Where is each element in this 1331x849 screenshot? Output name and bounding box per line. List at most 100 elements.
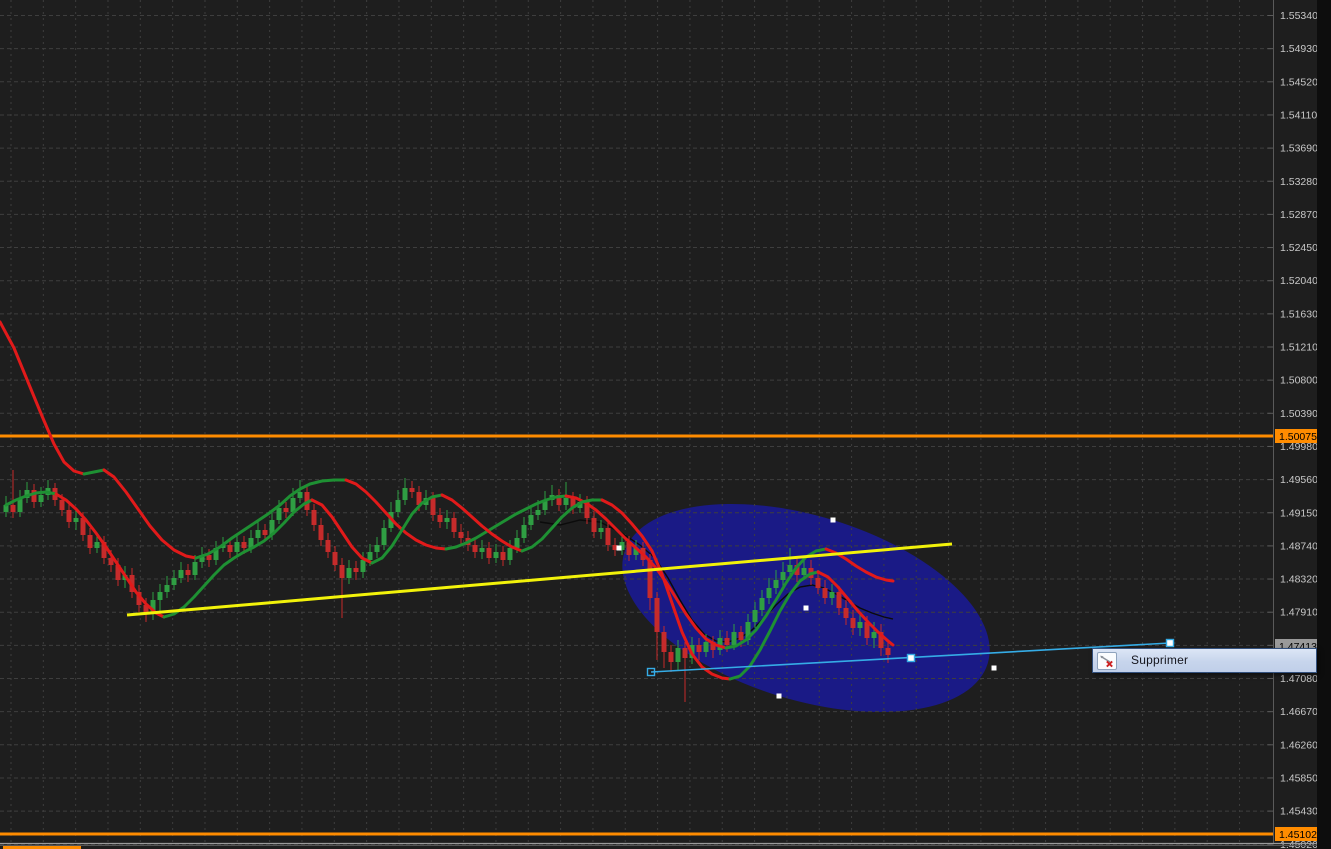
candle — [150, 592, 156, 620]
axis-price-label: 1.52450 — [1280, 242, 1318, 254]
candle — [780, 562, 786, 586]
ellipse-anchor-handle[interactable] — [803, 605, 809, 611]
candle — [38, 487, 44, 507]
candle — [493, 544, 499, 563]
workspace-edge-strip — [1317, 0, 1331, 849]
candle — [395, 490, 401, 517]
candle — [717, 630, 723, 655]
fast-ma-line — [4, 490, 895, 681]
candle — [94, 534, 100, 553]
axis-price-label: 1.45430 — [1280, 806, 1318, 818]
candle — [486, 542, 492, 564]
candle — [136, 585, 142, 612]
candle — [87, 528, 93, 554]
candle — [311, 504, 317, 531]
trendline-anchor-handle[interactable] — [646, 667, 656, 677]
candle — [10, 470, 16, 518]
candle — [381, 520, 387, 550]
candle — [661, 626, 667, 668]
menu-item-label: Supprimer — [1131, 653, 1189, 667]
yellow-trendline[interactable] — [126, 542, 953, 617]
candle — [283, 502, 289, 518]
axis-price-label: 1.53690 — [1280, 143, 1318, 155]
cyan-trendline[interactable] — [646, 638, 1175, 677]
candle — [766, 578, 772, 604]
candle — [409, 481, 415, 498]
axis-price-label: 1.49560 — [1280, 474, 1318, 486]
candle — [759, 590, 765, 616]
candle — [3, 496, 9, 517]
axis-price-label: 1.47080 — [1280, 673, 1318, 685]
axis-price-label: 1.49980 — [1280, 441, 1318, 453]
trendline-anchor-handle[interactable] — [1165, 638, 1175, 648]
candle — [752, 602, 758, 628]
candle — [346, 560, 352, 584]
context-menu: Supprimer — [1092, 648, 1317, 673]
svg-text:1.50075: 1.50075 — [1279, 431, 1317, 443]
axis-price-label: 1.54930 — [1280, 43, 1318, 55]
axis-price-label: 1.46670 — [1280, 706, 1318, 718]
chart-grid — [0, 0, 1274, 845]
candle — [696, 638, 702, 660]
ellipse-anchor-handle[interactable] — [616, 545, 622, 551]
ellipse-anchor-handle[interactable] — [991, 665, 997, 671]
candle — [787, 548, 793, 578]
axis-price-label: 1.47910 — [1280, 607, 1318, 619]
candle — [24, 482, 30, 503]
axis-price-label: 1.55340 — [1280, 10, 1318, 22]
candle — [479, 540, 485, 559]
candle — [591, 511, 597, 538]
candle — [570, 492, 576, 514]
ellipse-anchor-handle[interactable] — [830, 517, 836, 523]
candle — [710, 636, 716, 658]
candle — [773, 570, 779, 594]
candle — [836, 586, 842, 615]
candle — [66, 504, 72, 528]
axis-price-label: 1.48740 — [1280, 540, 1318, 552]
ellipse-anchor-handle[interactable] — [776, 693, 782, 699]
subwindow-fragment — [3, 846, 81, 849]
candle — [675, 640, 681, 670]
candle — [234, 534, 240, 556]
axis-price-label: 1.51630 — [1280, 308, 1318, 320]
axis-price-label: 1.54520 — [1280, 76, 1318, 88]
axis-price-label: 1.48320 — [1280, 574, 1318, 586]
candle — [402, 478, 408, 505]
candle — [325, 533, 331, 558]
menu-item-delete[interactable]: Supprimer — [1093, 649, 1316, 672]
axis-price-label: 1.50390 — [1280, 408, 1318, 420]
candle — [598, 520, 604, 539]
hline-price-label: 1.50075 — [1275, 429, 1317, 443]
candle — [451, 512, 457, 538]
candle — [73, 510, 79, 530]
delete-object-icon — [1097, 652, 1117, 670]
trendline-anchor-handle[interactable] — [906, 653, 916, 663]
candle — [213, 541, 219, 565]
candle — [850, 610, 856, 635]
candle — [682, 642, 688, 702]
candle — [297, 480, 303, 503]
candle — [528, 507, 534, 530]
candlesticks — [3, 470, 891, 702]
candle — [444, 510, 450, 529]
candle — [654, 592, 660, 660]
candle — [458, 524, 464, 544]
candle — [556, 489, 562, 511]
hline-price-label: 1.45102 — [1275, 827, 1317, 841]
svg-text:1.45102: 1.45102 — [1279, 829, 1317, 841]
candle — [829, 584, 835, 605]
candle — [360, 552, 366, 578]
candle — [521, 517, 527, 543]
candle — [605, 522, 611, 551]
axis-price-label: 1.52040 — [1280, 275, 1318, 287]
candle — [101, 536, 107, 564]
candle — [843, 600, 849, 625]
axis-price-label: 1.51210 — [1280, 342, 1318, 354]
candle — [822, 580, 828, 604]
candle — [437, 508, 443, 528]
candle — [857, 612, 863, 636]
ellipse-anchor-handles[interactable] — [616, 517, 997, 699]
candle — [878, 624, 884, 656]
